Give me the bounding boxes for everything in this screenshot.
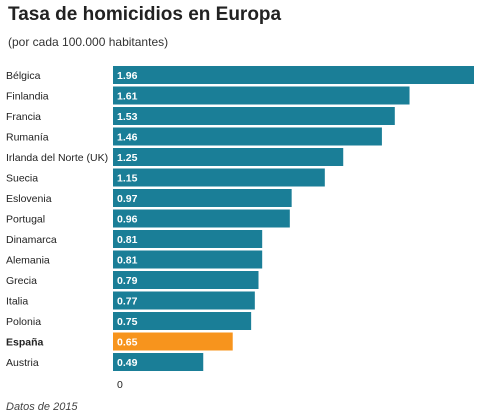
chart-subtitle: (por cada 100.000 habitantes): [8, 35, 169, 49]
data-label: 0.65: [117, 337, 138, 349]
data-label: 1.25: [117, 152, 138, 164]
bar: [113, 353, 204, 371]
bar: [113, 271, 259, 289]
category-label: Polonia: [6, 316, 41, 328]
bar: [113, 209, 290, 228]
bar: [113, 127, 382, 146]
data-label: 0.81: [117, 255, 138, 267]
data-label: 0.96: [117, 214, 138, 226]
bar: [113, 148, 344, 166]
category-label: Eslovenia: [6, 193, 52, 205]
bar: [113, 66, 474, 84]
category-label: España: [6, 337, 44, 349]
bar: [113, 332, 233, 351]
category-label: Alemania: [6, 255, 50, 267]
data-label: 0.97: [117, 193, 138, 205]
data-label: 1.53: [117, 111, 138, 123]
category-label: Rumanía: [6, 132, 49, 144]
bar: [113, 250, 263, 269]
category-label: Austria: [6, 357, 39, 369]
category-label: Francia: [6, 111, 41, 123]
data-label: 0.79: [117, 275, 138, 287]
category-label: Italia: [6, 296, 28, 308]
data-label: 0.75: [117, 316, 138, 328]
bar: [113, 86, 410, 105]
category-label: Dinamarca: [6, 234, 57, 246]
bar: [113, 168, 325, 187]
data-label: 1.15: [117, 173, 138, 185]
category-label: Bélgica: [6, 70, 41, 82]
bar: [113, 312, 252, 330]
bar: [113, 230, 263, 248]
data-label: 1.96: [117, 70, 138, 82]
bar: [113, 291, 255, 310]
chart-title: Tasa de homicidios en Europa: [8, 4, 282, 25]
data-label: 0.77: [117, 296, 138, 308]
category-label: Finlandia: [6, 91, 49, 103]
source-note: Datos de 2015: [6, 401, 78, 413]
category-label: Portugal: [6, 214, 45, 226]
data-label: 1.46: [117, 132, 138, 144]
data-label: 1.61: [117, 91, 138, 103]
bar: [113, 107, 395, 125]
data-label: 0.81: [117, 234, 138, 246]
x-tick-label: 0: [117, 379, 123, 391]
data-label: 0.49: [117, 357, 138, 369]
bar: [113, 189, 292, 207]
category-label: Grecia: [6, 275, 37, 287]
category-label: Suecia: [6, 173, 38, 185]
category-label: Irlanda del Norte (UK): [6, 152, 108, 164]
